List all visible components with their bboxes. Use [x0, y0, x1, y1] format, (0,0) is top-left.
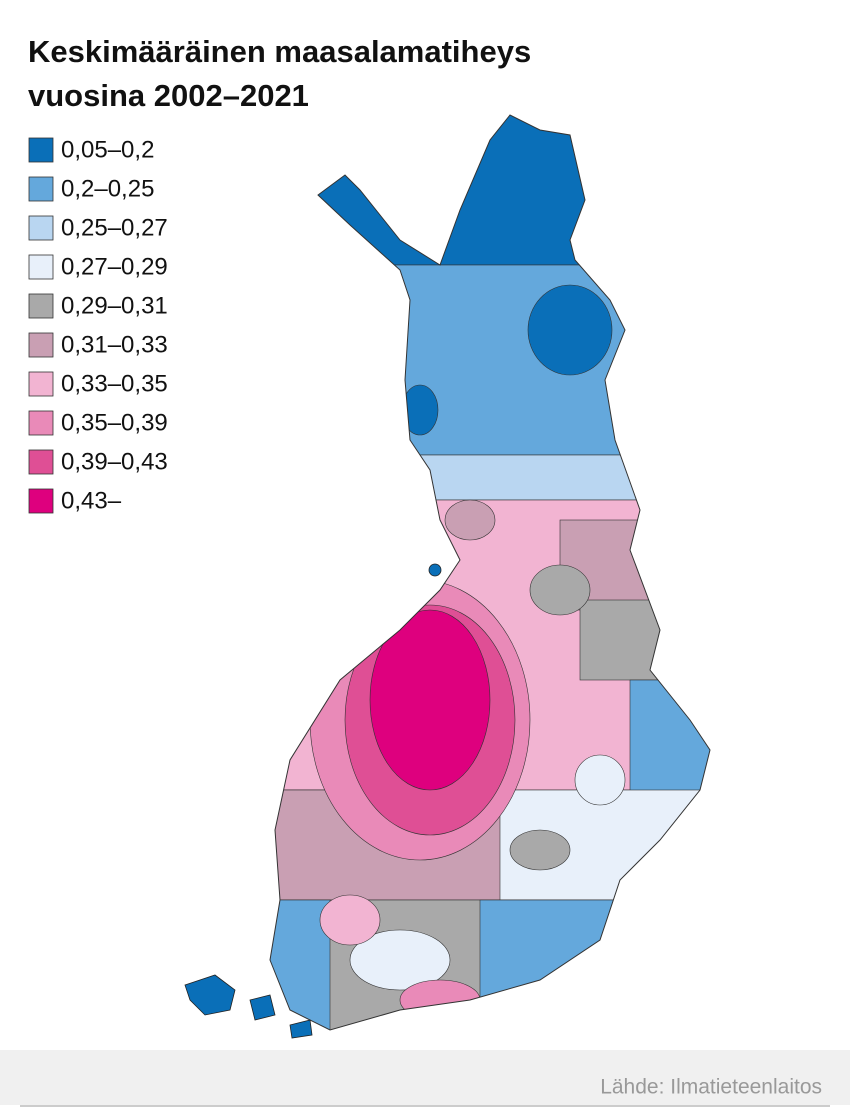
- archipelago: [184, 563, 442, 1039]
- legend-swatch: [28, 293, 54, 319]
- legend-swatch: [28, 176, 54, 202]
- legend-label: 0,27–0,29: [61, 253, 168, 280]
- legend-label: 0,35–0,39: [61, 409, 168, 436]
- title: vuosina 2002–2021: [28, 78, 309, 113]
- source: Lähde: Ilmatieteenlaitos: [600, 1076, 822, 1099]
- legend-label: 0,33–0,35: [61, 370, 168, 397]
- map: [270, 115, 710, 1030]
- legend-label: 0,05–0,2: [61, 136, 154, 163]
- legend-swatch: [28, 371, 54, 397]
- footer: [0, 1050, 850, 1105]
- legend-swatch: [28, 332, 54, 358]
- legend-swatch: [28, 137, 54, 163]
- legend-label: 0,43–: [61, 487, 122, 514]
- legend-label: 0,39–0,43: [61, 448, 168, 475]
- legend: 0,05–0,2 0,2–0,25 0,25–0,27 0,27–0,29 0,29–0…: [28, 136, 168, 514]
- legend-swatch: [28, 449, 54, 475]
- legend-label: 0,25–0,27: [61, 214, 168, 241]
- legend-label: 0,31–0,33: [61, 331, 168, 358]
- legend-label: 0,2–0,25: [61, 175, 154, 202]
- legend-swatch: [28, 410, 54, 436]
- legend-swatch: [28, 488, 54, 514]
- legend-swatch: [28, 254, 54, 280]
- legend-label: 0,29–0,31: [61, 292, 168, 319]
- legend-swatch: [28, 215, 54, 241]
- title: Keskimääräinen maasalamatiheys: [28, 34, 531, 69]
